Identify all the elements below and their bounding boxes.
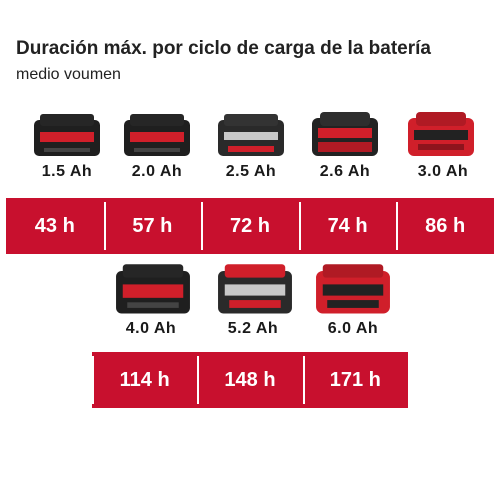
battery-2-6ah-icon [312, 112, 378, 156]
duration-band-row2: 114 h 148 h 171 h [92, 352, 408, 408]
battery-6-0ah-icon [316, 264, 390, 314]
page-subtitle: medio voumen [16, 66, 121, 83]
battery-1-5ah-icon [34, 114, 100, 156]
capacity-label: 3.0 Ah [417, 163, 469, 180]
duration-cell: 72 h [201, 198, 299, 254]
capacity-label: 5.2 Ah [227, 320, 279, 337]
duration-cell: 86 h [396, 198, 494, 254]
battery-2-0ah-icon [124, 114, 190, 156]
duration-cell: 171 h [302, 352, 408, 408]
duration-band-row1: 43 h 57 h 72 h 74 h 86 h [6, 198, 494, 254]
page-title: Duración máx. por ciclo de carga de la b… [16, 38, 431, 59]
capacity-label: 6.0 Ah [327, 320, 379, 337]
duration-cell: 43 h [34, 214, 75, 237]
capacity-label: 2.0 Ah [131, 163, 183, 180]
duration-cell: 148 h [197, 352, 302, 408]
capacity-label: 2.5 Ah [225, 163, 277, 180]
duration-cell: 114 h [92, 352, 197, 408]
battery-2-5ah-icon [218, 114, 284, 156]
duration-cell: 57 h [103, 198, 202, 254]
battery-5-2ah-icon [218, 264, 292, 314]
capacity-label: 4.0 Ah [125, 320, 177, 337]
capacity-label: 1.5 Ah [41, 163, 93, 180]
battery-3-0ah-icon [408, 112, 474, 156]
duration-cell: 74 h [298, 198, 397, 254]
capacity-label: 2.6 Ah [319, 163, 371, 180]
battery-4-0ah-icon [116, 264, 190, 314]
